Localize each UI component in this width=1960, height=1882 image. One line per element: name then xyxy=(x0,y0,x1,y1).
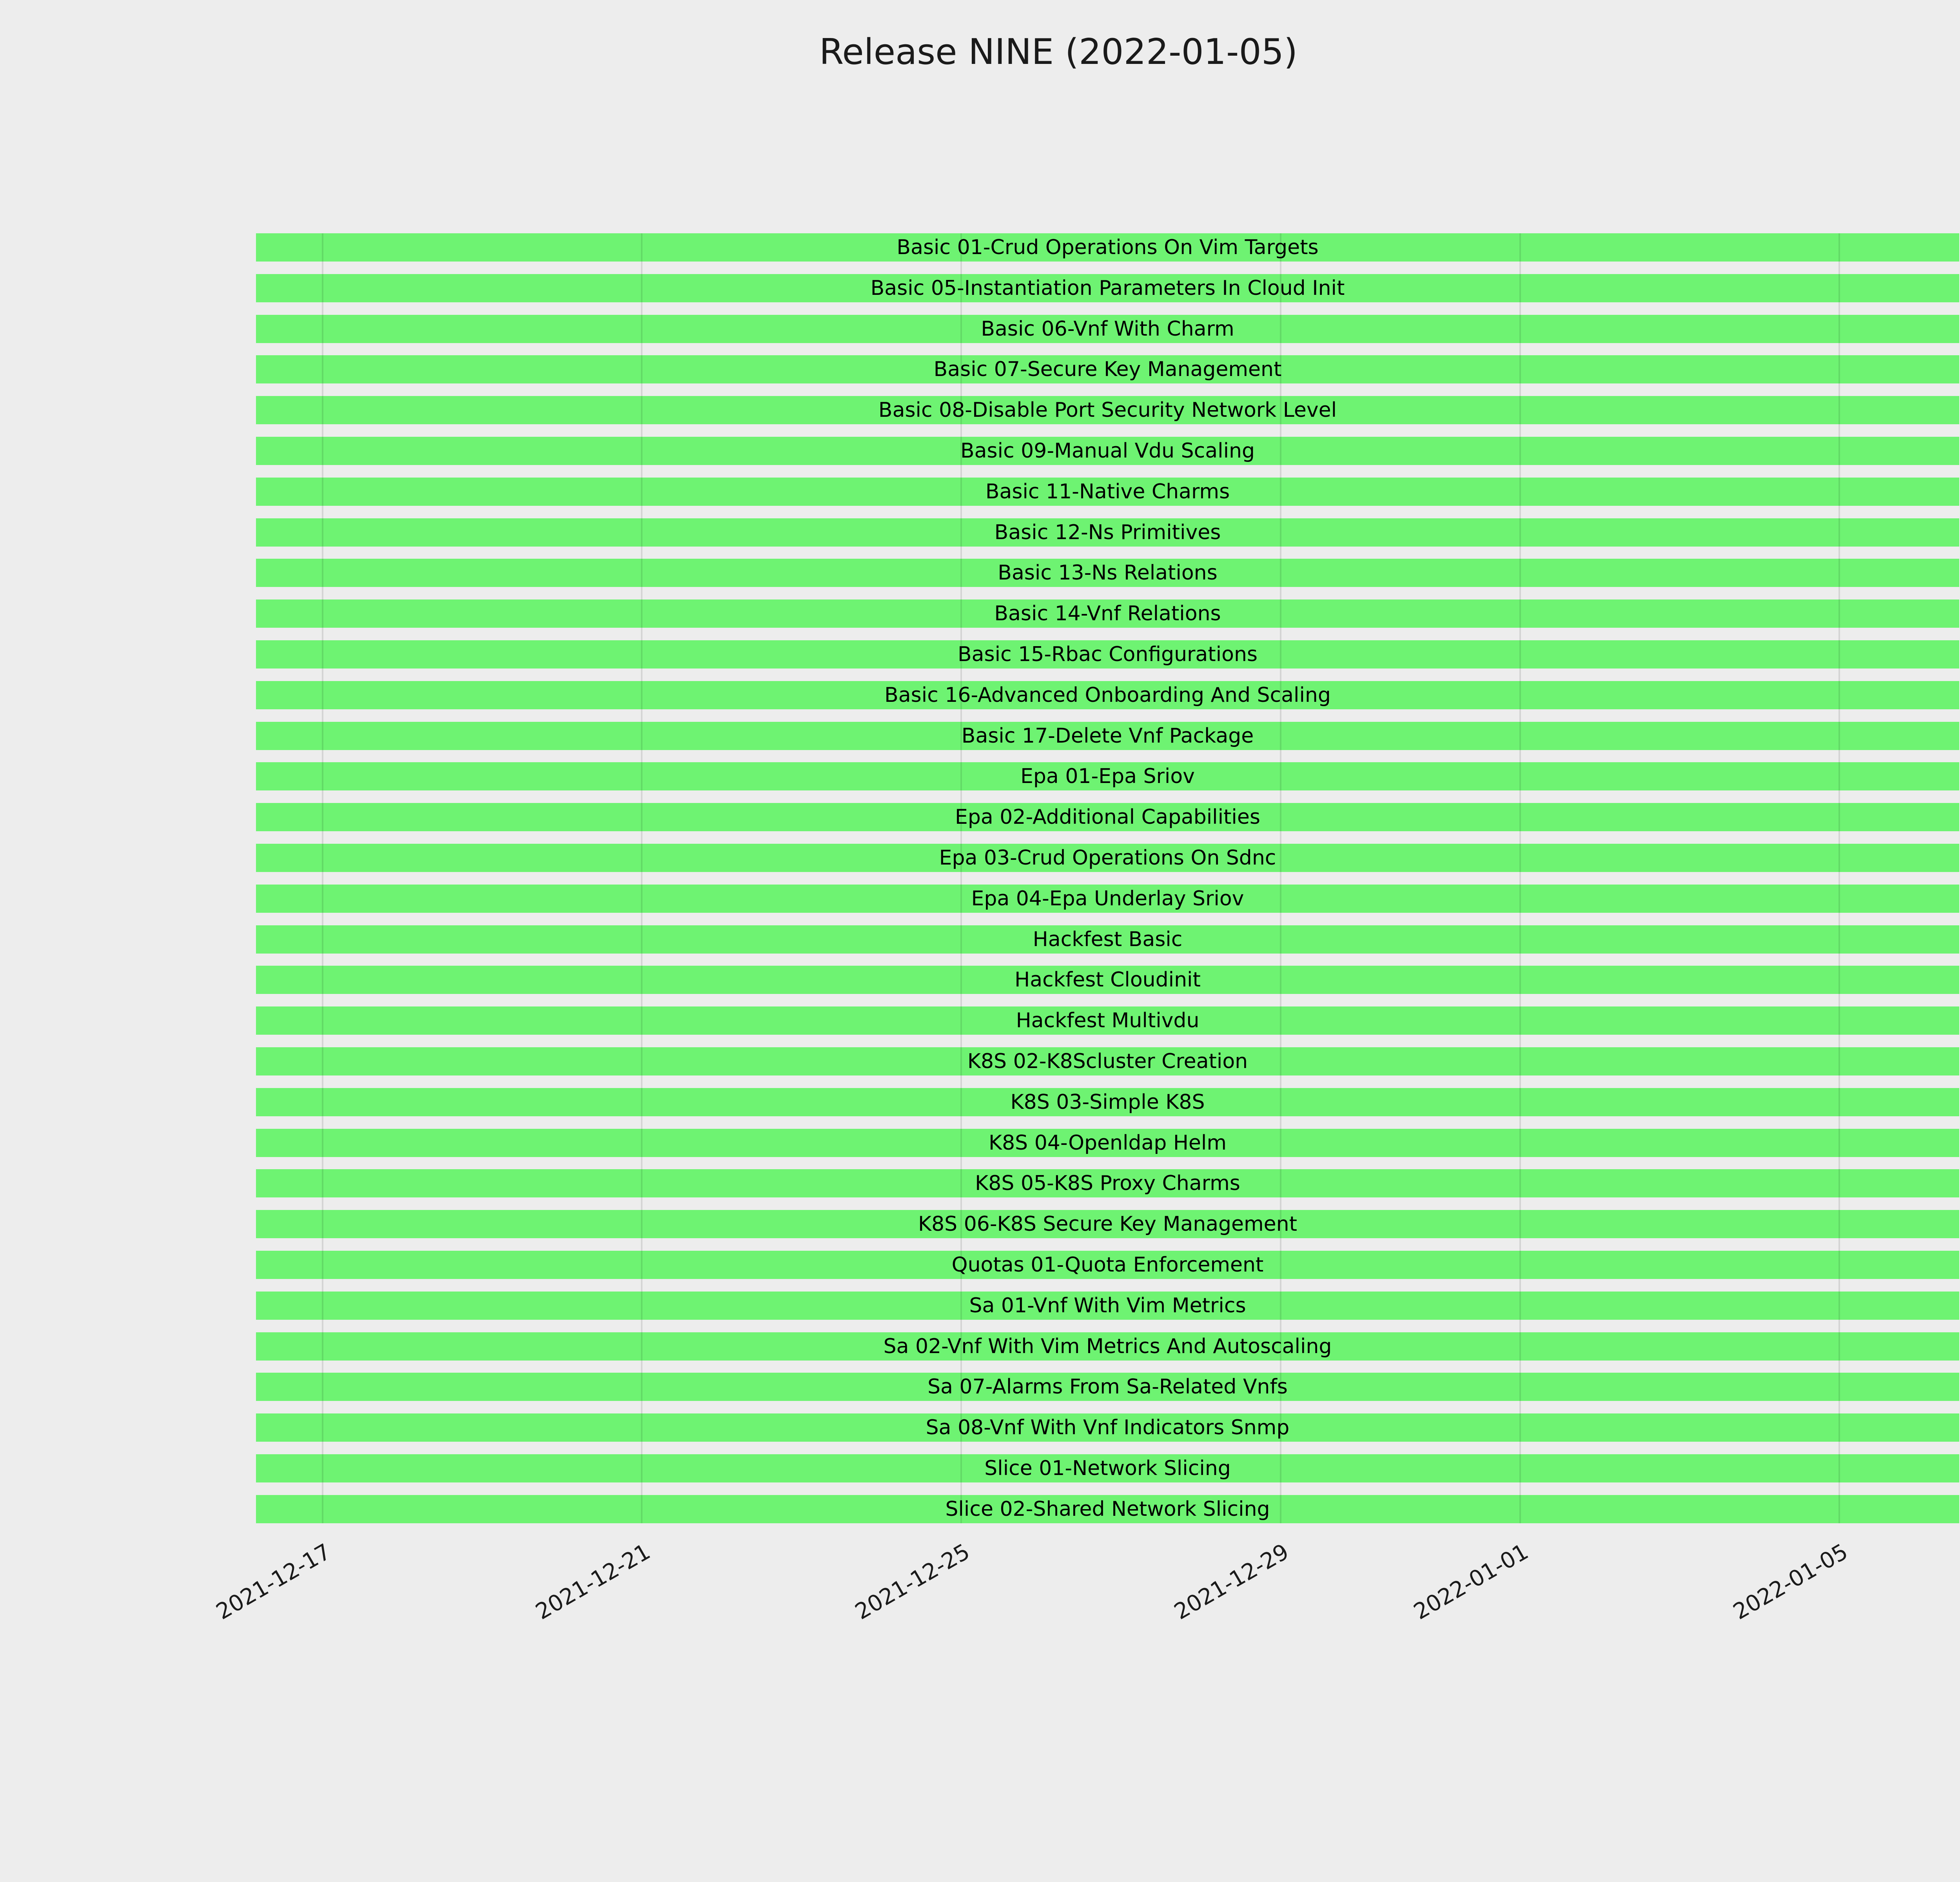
bar-label: Basic 06-Vnf With Charm xyxy=(981,317,1234,341)
bar: Slice 02-Shared Network Slicing xyxy=(256,1495,1959,1523)
bar-label: Hackfest Multivdu xyxy=(1016,1009,1200,1033)
bar-label: Sa 02-Vnf With Vim Metrics And Autoscali… xyxy=(883,1334,1332,1358)
bar: Hackfest Basic xyxy=(256,925,1959,954)
bar: Basic 08-Disable Port Security Network L… xyxy=(256,396,1959,425)
bar-label: Basic 12-Ns Primitives xyxy=(994,520,1221,544)
bar-label: Basic 05-Instantiation Parameters In Clo… xyxy=(870,276,1345,300)
bar-label: K8S 05-K8S Proxy Charms xyxy=(975,1172,1240,1195)
bar-label: Sa 08-Vnf With Vnf Indicators Snmp xyxy=(926,1416,1290,1440)
x-tick-label-text: 2021-12-29 xyxy=(1170,1539,1294,1625)
bar: Basic 13-Ns Relations xyxy=(256,559,1959,587)
bar: K8S 02-K8Scluster Creation xyxy=(256,1047,1959,1075)
bar-label: Basic 01-Crud Operations On Vim Targets xyxy=(897,236,1319,259)
bar-label: Sa 07-Alarms From Sa-Related Vnfs xyxy=(927,1375,1288,1399)
bar-label: Slice 01-Network Slicing xyxy=(984,1456,1231,1480)
bar: Basic 06-Vnf With Charm xyxy=(256,314,1959,343)
bar: Hackfest Multivdu xyxy=(256,1006,1959,1035)
x-tick-label: 2021-12-21 xyxy=(514,1539,655,1625)
x-tick-label-text: 2021-12-25 xyxy=(851,1539,974,1625)
bar: Basic 09-Manual Vdu Scaling xyxy=(256,436,1959,465)
bar: Hackfest Cloudinit xyxy=(256,966,1959,994)
bar-label: Basic 07-Secure Key Management xyxy=(933,358,1282,381)
bar: Slice 01-Network Slicing xyxy=(256,1454,1959,1482)
x-tick-label: 2022-01-01 xyxy=(1392,1539,1533,1625)
bar: K8S 03-Simple K8S xyxy=(256,1088,1959,1116)
bar-label: Basic 15-Rbac Configurations xyxy=(958,642,1258,666)
bar-label: Basic 13-Ns Relations xyxy=(998,561,1218,585)
bar-label: Basic 08-Disable Port Security Network L… xyxy=(878,398,1337,422)
bar-label: Basic 14-Vnf Relations xyxy=(994,602,1221,626)
bar: Basic 16-Advanced Onboarding And Scaling xyxy=(256,681,1959,709)
bar: K8S 06-K8S Secure Key Management xyxy=(256,1210,1959,1239)
bar: Basic 01-Crud Operations On Vim Targets xyxy=(256,233,1959,262)
bar: Basic 05-Instantiation Parameters In Clo… xyxy=(256,274,1959,302)
bar-label: Epa 04-Epa Underlay Sriov xyxy=(971,887,1244,910)
x-tick-label: 2021-12-29 xyxy=(1153,1539,1293,1625)
bar: K8S 04-Openldap Helm xyxy=(256,1128,1959,1157)
x-tick-label: 2021-12-25 xyxy=(834,1539,974,1625)
x-axis-ticks: 2021-12-17 2021-12-21 2021-12-25 2021-12-29… xyxy=(212,1523,1959,1641)
bar-label: K8S 02-K8Scluster Creation xyxy=(967,1049,1248,1073)
bar-label: Basic 09-Manual Vdu Scaling xyxy=(960,439,1255,463)
bar: Sa 01-Vnf With Vim Metrics xyxy=(256,1291,1959,1320)
bar-label: Basic 17-Delete Vnf Package xyxy=(961,724,1254,748)
x-tick-label-text: 2021-12-21 xyxy=(531,1539,655,1625)
bar: Basic 07-Secure Key Management xyxy=(256,355,1959,384)
bar: Basic 12-Ns Primitives xyxy=(256,518,1959,547)
bar-label: Quotas 01-Quota Enforcement xyxy=(951,1253,1264,1277)
bar-label: Hackfest Basic xyxy=(1033,927,1183,951)
bar: Basic 15-Rbac Configurations xyxy=(256,640,1959,669)
bar: Epa 03-Crud Operations On Sdnc xyxy=(256,843,1959,872)
bar-label: Basic 11-Native Charms xyxy=(985,480,1230,503)
bar-label: Slice 02-Shared Network Slicing xyxy=(945,1497,1270,1521)
plot-area: Basic 01-Crud Operations On Vim Targets B… xyxy=(212,233,1959,1625)
chart-title: Release NINE (2022-01-05) xyxy=(819,31,1298,73)
bar-label: Epa 01-Epa Sriov xyxy=(1020,765,1195,788)
bar: Sa 02-Vnf With Vim Metrics And Autoscali… xyxy=(256,1332,1959,1361)
bar: Epa 04-Epa Underlay Sriov xyxy=(256,884,1959,913)
bar: Basic 14-Vnf Relations xyxy=(256,599,1959,628)
bar-label: Sa 01-Vnf With Vim Metrics xyxy=(969,1293,1246,1317)
bar-label: K8S 04-Openldap Helm xyxy=(988,1131,1227,1155)
bar: Epa 01-Epa Sriov xyxy=(256,762,1959,791)
x-tick-label-text: 2022-01-01 xyxy=(1409,1539,1533,1625)
x-tick-label: 2021-12-17 xyxy=(195,1539,335,1625)
bar: K8S 05-K8S Proxy Charms xyxy=(256,1169,1959,1198)
bar-label: Hackfest Cloudinit xyxy=(1014,968,1201,992)
bars-container: Basic 01-Crud Operations On Vim Targets B… xyxy=(256,233,1959,1523)
x-tick-label: 2022-01-05 xyxy=(1712,1539,1852,1625)
bar-label: K8S 06-K8S Secure Key Management xyxy=(918,1212,1298,1236)
bar-label: Epa 02-Additional Capabilities xyxy=(955,805,1260,829)
bar: Basic 11-Native Charms xyxy=(256,477,1959,506)
x-tick-label-text: 2021-12-17 xyxy=(212,1539,336,1625)
bar: Sa 07-Alarms From Sa-Related Vnfs xyxy=(256,1373,1959,1401)
bar-label: Basic 16-Advanced Onboarding And Scaling xyxy=(884,683,1331,707)
bar: Epa 02-Additional Capabilities xyxy=(256,803,1959,832)
bar-label: K8S 03-Simple K8S xyxy=(1010,1090,1205,1114)
x-tick-label-text: 2022-01-05 xyxy=(1729,1539,1852,1625)
bar: Sa 08-Vnf With Vnf Indicators Snmp xyxy=(256,1413,1959,1442)
bar: Quotas 01-Quota Enforcement xyxy=(256,1250,1959,1279)
bar-label: Epa 03-Crud Operations On Sdnc xyxy=(939,846,1276,870)
bar: Basic 17-Delete Vnf Package xyxy=(256,721,1959,750)
